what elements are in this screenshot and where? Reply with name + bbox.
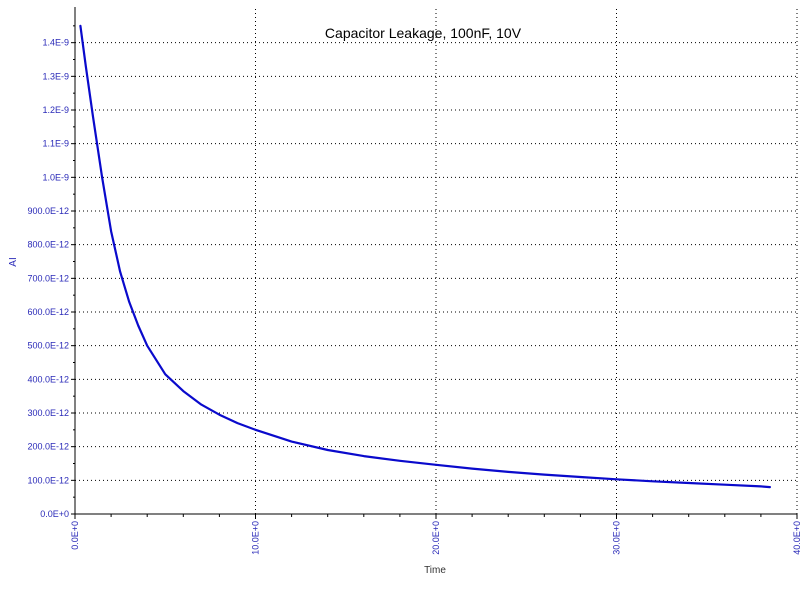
x-tick-label: 30.0E+0 [612,521,622,555]
y-tick-label: 300.0E-12 [27,408,69,418]
y-tick-label: 100.0E-12 [27,475,69,485]
y-tick-label: 400.0E-12 [27,374,69,384]
x-axis-title: Time [424,565,446,576]
y-tick-label: 600.0E-12 [27,307,69,317]
y-tick-label: 500.0E-12 [27,341,69,351]
y-tick-label: 200.0E-12 [27,442,69,452]
y-tick-label: 0.0E+0 [40,509,69,519]
y-tick-label: 1.2E-9 [42,105,69,115]
y-tick-label: 1.0E-9 [42,172,69,182]
y-axis-ticks: 0.0E+0 100.0E-12 200.0E-12 300.0E-12 400.0E-… [27,25,75,519]
x-axis-ticks: 0.0E+0 10.0E+0 20.0E+0 30.0E+0 40.0E+0 [70,514,802,555]
y-tick-label: 900.0E-12 [27,206,69,216]
y-tick-label: 700.0E-12 [27,273,69,283]
chart-title: Capacitor Leakage, 100nF, 10V [325,25,522,41]
x-tick-label: 0.0E+0 [70,521,80,550]
x-tick-label: 10.0E+0 [251,521,261,555]
x-tick-label: 40.0E+0 [792,521,802,555]
y-tick-label: 800.0E-12 [27,240,69,250]
grid-lines [75,9,798,514]
series-line [79,24,772,489]
series-layer [79,24,772,489]
y-axis-title: AI [8,257,19,266]
y-tick-label: 1.1E-9 [42,139,69,149]
x-tick-label: 20.0E+0 [431,521,441,555]
y-tick-label: 1.3E-9 [42,71,69,81]
y-tick-label: 1.4E-9 [42,38,69,48]
